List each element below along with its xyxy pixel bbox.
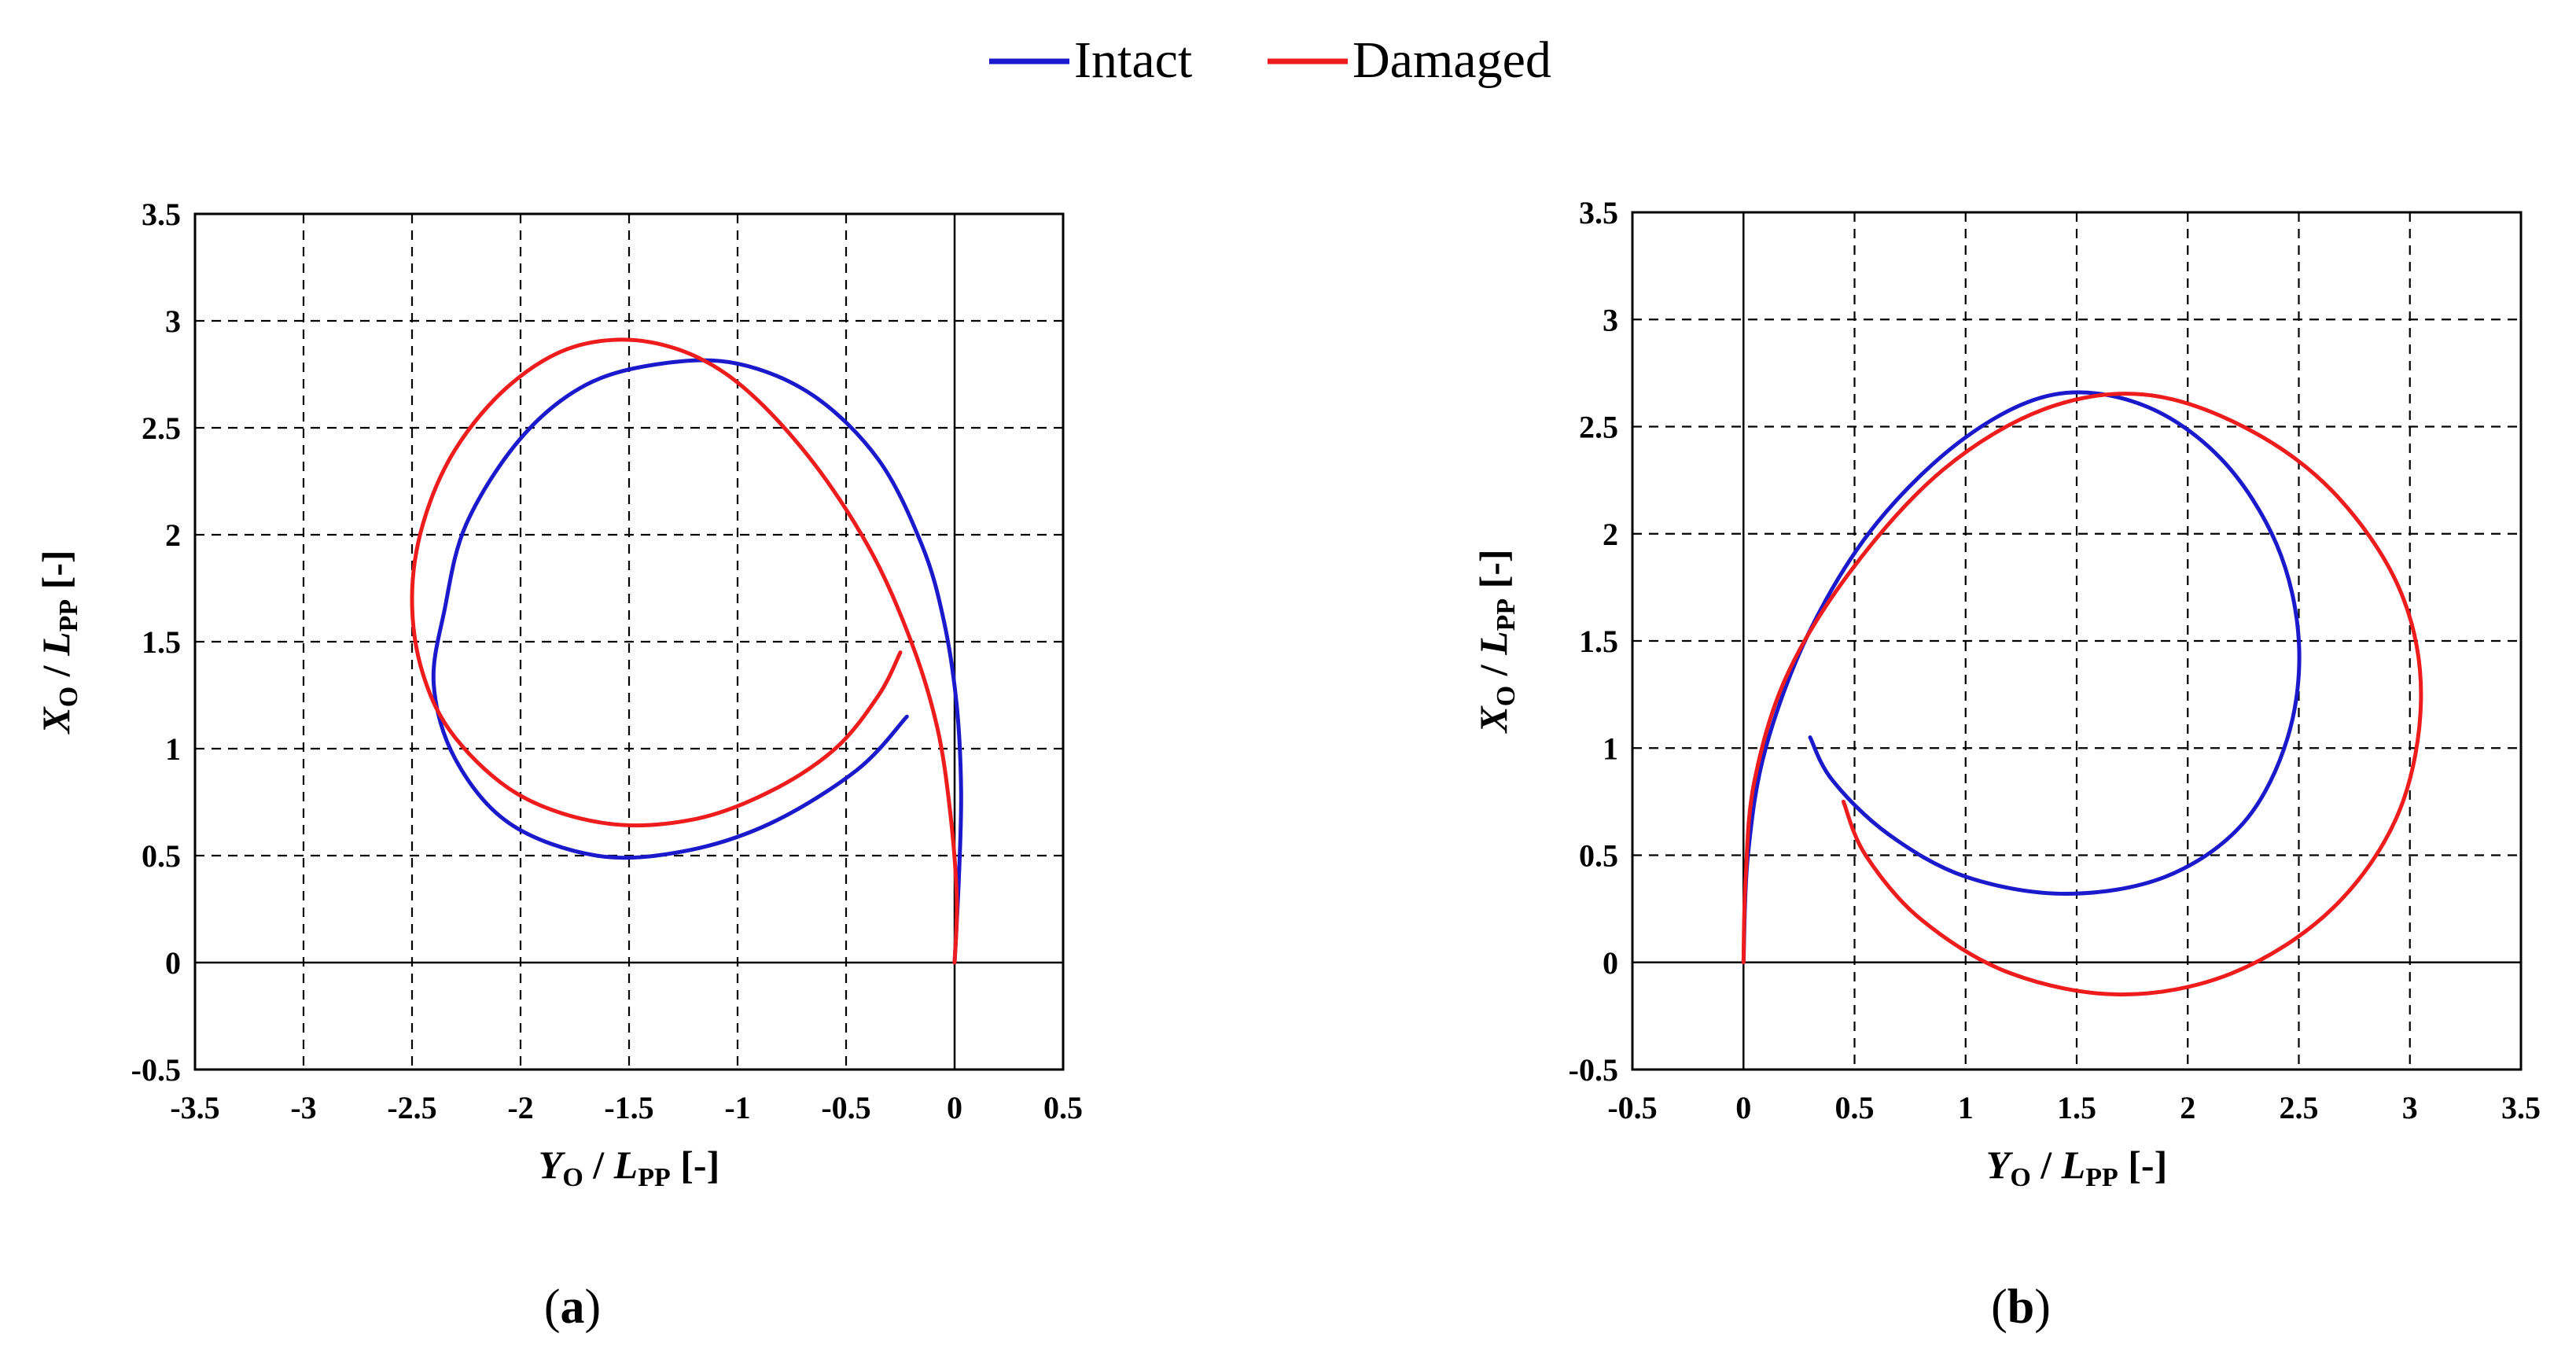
y-tick-label: 0.5 [1579, 838, 1618, 874]
y-axis-title: XO / LPP [-] [1471, 549, 1521, 734]
x-tick-label: 2.5 [2280, 1090, 2319, 1125]
x-tick-label: 0.5 [1043, 1090, 1083, 1125]
plot-frame [193, 212, 1065, 1071]
y-tick-label: 0 [165, 945, 181, 981]
x-tick-label: -1.5 [604, 1090, 653, 1125]
panel-label-b: (b) [1991, 1280, 2051, 1334]
y-tick-label: 2.5 [1579, 410, 1618, 445]
x-tick-label: -2.5 [387, 1090, 436, 1125]
x-tick-label: 1.5 [2057, 1090, 2096, 1125]
y-tick-label: 2 [1603, 517, 1618, 552]
chart-panel-a: -3.5 -3 -2.5 -2 -1.5 -1 -0.5 0 0.5 -0.5 0 0.5 1 1.5 2 2… [34, 197, 1083, 1192]
y-tick-label: 2 [165, 517, 181, 553]
legend-label-damaged: Damaged [1352, 31, 1551, 89]
x-tick-label: 3 [2402, 1090, 2418, 1125]
y-tick-label: 2.5 [142, 411, 181, 446]
y-tick-label: 1.5 [1579, 624, 1618, 659]
series-line-damaged [410, 337, 959, 965]
panel-label-a: (a) [544, 1280, 601, 1334]
y-tick-label: 1 [165, 731, 181, 767]
x-tick-label: 3.5 [2501, 1090, 2541, 1125]
chart-panel-b: -0.5 0 0.5 1 1.5 2 2.5 3 3.5 -0.5 0 0.5 1 1.5 2 2.5 3 3.5… [1471, 195, 2541, 1192]
legend-label-intact: Intact [1074, 31, 1192, 89]
series-line-intact [431, 358, 963, 965]
x-tick-label: -2 [507, 1090, 533, 1125]
y-tick-label: -0.5 [131, 1052, 181, 1088]
x-tick-label: 0 [947, 1090, 962, 1125]
x-axis-title: YO / LPP [-] [1986, 1143, 2167, 1192]
x-tick-label: 0 [1735, 1090, 1751, 1125]
legend: Intact Damaged [989, 31, 1551, 89]
x-tick-label: -0.5 [1607, 1090, 1657, 1125]
y-tick-label: 0.5 [142, 838, 181, 874]
y-tick-label: 1.5 [142, 624, 181, 660]
y-tick-label: -0.5 [1569, 1052, 1618, 1088]
plot-frame [1631, 211, 2523, 1071]
x-tick-label: 1 [1958, 1090, 1974, 1125]
x-axis-title: YO / LPP [-] [539, 1143, 719, 1192]
y-tick-label: 3.5 [142, 197, 181, 232]
x-tick-label: 0.5 [1835, 1090, 1875, 1125]
x-tick-label: -1 [724, 1090, 750, 1125]
x-tick-label: -0.5 [821, 1090, 870, 1125]
y-tick-label: 3 [165, 304, 181, 339]
y-tick-label: 3 [1603, 302, 1618, 337]
y-tick-label: 1 [1603, 731, 1618, 766]
y-tick-label: 0 [1603, 945, 1618, 981]
series-line-intact [1741, 390, 2302, 965]
y-axis-title: XO / LPP [-] [34, 550, 83, 735]
x-tick-label: -3.5 [170, 1090, 219, 1125]
y-tick-label: 3.5 [1579, 195, 1618, 230]
x-tick-label: -3 [290, 1090, 316, 1125]
series-line-damaged [1741, 392, 2423, 997]
x-tick-label: 2 [2180, 1090, 2195, 1125]
